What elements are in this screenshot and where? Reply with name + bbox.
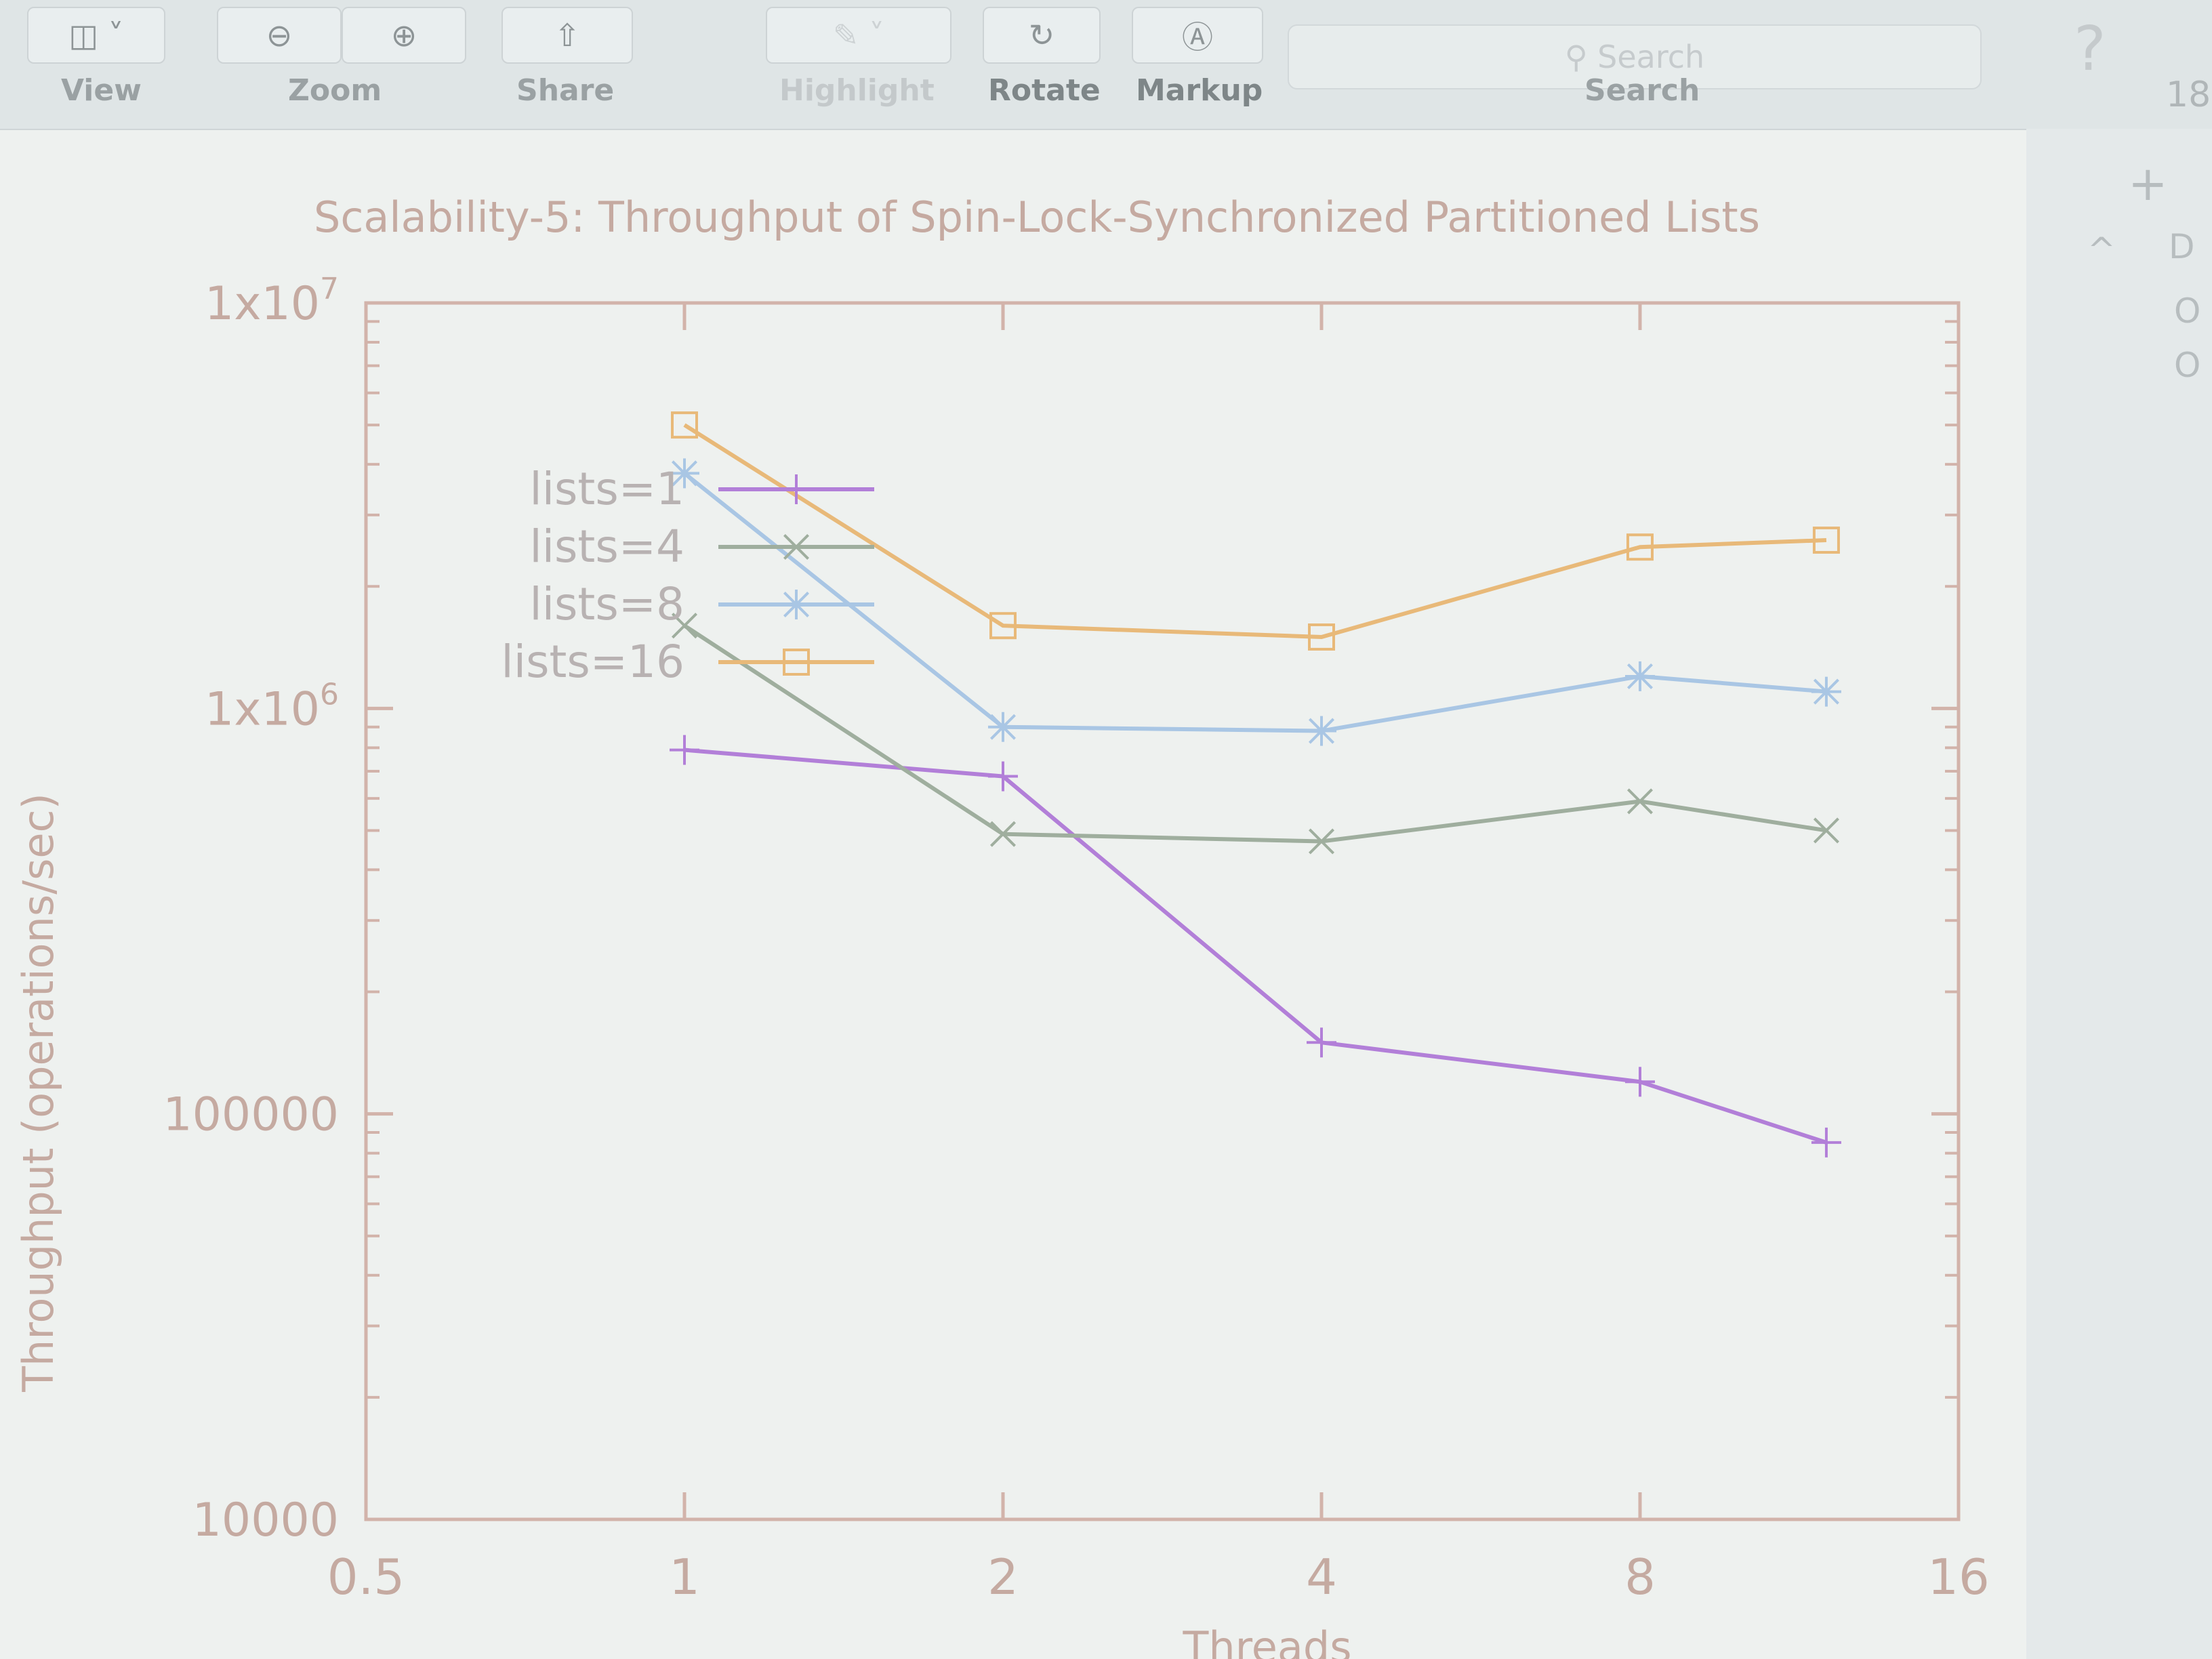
search-input[interactable]: ⚲ Search xyxy=(1288,24,1982,89)
highlight-label: Highlight xyxy=(779,73,935,108)
data-point-mark xyxy=(783,649,810,676)
share-button[interactable]: ⇧ xyxy=(501,7,633,64)
series-lists-4 xyxy=(671,613,1839,855)
legend-label: lists=1 xyxy=(529,463,684,515)
rotate-label: Rotate xyxy=(988,73,1101,108)
series-lists-8 xyxy=(670,458,1841,746)
x-tick-label: 2 xyxy=(987,1549,1019,1605)
highlighter-icon: ✎ ˅ xyxy=(832,17,885,54)
x-tick-label: 8 xyxy=(1624,1549,1656,1605)
x-tick-label: 16 xyxy=(1927,1549,1990,1605)
y-tick-label: 10000 xyxy=(192,1494,339,1547)
page-indicator: 18 xyxy=(2166,75,2211,115)
sidebar-letter-d: D xyxy=(2169,227,2195,266)
chart-title: Scalability-5: Throughput of Spin-Lock-S… xyxy=(314,192,1760,242)
series-line xyxy=(683,472,1827,733)
y-tick-label: 100000 xyxy=(163,1088,339,1142)
data-point-mark xyxy=(1813,817,1839,844)
zoom-label: Zoom xyxy=(288,73,382,108)
zoom-out-button[interactable]: ⊖ xyxy=(217,7,342,64)
data-point-mark xyxy=(671,460,698,487)
legend-label: lists=16 xyxy=(501,636,684,688)
markup-button[interactable]: Ⓐ xyxy=(1132,7,1263,64)
right-sidebar: + ^ D O O xyxy=(2026,129,2212,1659)
data-point-mark xyxy=(1626,788,1654,815)
series-line xyxy=(684,747,1827,1145)
data-point-mark xyxy=(1626,663,1654,689)
zoom-in-icon: ⊕ xyxy=(390,17,417,54)
view-button[interactable]: ◫ ˅ xyxy=(27,7,165,64)
axes: 10000 100000 1x106 1x107 0.5 1 2 4 8 16 xyxy=(163,272,1989,1605)
y-tick-label: 1x106 xyxy=(205,677,339,736)
data-point-mark xyxy=(671,613,698,639)
legend-label: lists=8 xyxy=(529,578,684,630)
add-icon[interactable]: + xyxy=(2128,156,2168,211)
data-point-mark xyxy=(989,714,1017,740)
data-point-mark xyxy=(1626,533,1654,561)
chevron-up-icon[interactable]: ^ xyxy=(2087,230,2116,270)
help-icon[interactable]: ? xyxy=(2074,14,2106,85)
sidebar-letter-o1: O xyxy=(2174,291,2201,331)
series-lines xyxy=(670,411,1841,1158)
markup-label: Markup xyxy=(1136,73,1263,108)
share-icon: ⇧ xyxy=(554,17,581,54)
data-point-mark xyxy=(989,612,1017,640)
data-point-mark xyxy=(783,533,810,560)
search-placeholder: Search xyxy=(1597,39,1705,75)
legend-label: lists=4 xyxy=(529,520,684,573)
x-tick-label: 4 xyxy=(1306,1549,1337,1605)
zoom-in-button[interactable]: ⊕ xyxy=(342,7,466,64)
sidebar-letter-o2: O xyxy=(2174,346,2201,385)
search-label: Search xyxy=(1584,73,1700,108)
x-tick-label: 1 xyxy=(669,1549,700,1605)
plot-frame xyxy=(364,301,1961,1521)
rotate-button[interactable]: ↻ xyxy=(983,7,1101,64)
data-point-mark xyxy=(989,821,1017,847)
y-axis-label: Throughput (operations/sec) xyxy=(14,793,63,1393)
data-point-mark xyxy=(1308,828,1335,855)
series-lists-1 xyxy=(670,735,1841,1158)
highlight-button[interactable]: ✎ ˅ xyxy=(766,7,951,64)
y-tick-label: 1x107 xyxy=(205,272,339,331)
data-point-mark xyxy=(1812,527,1840,554)
data-point-mark xyxy=(783,591,810,618)
data-point-mark xyxy=(1308,718,1335,744)
data-point-mark xyxy=(1813,678,1839,705)
rotate-icon: ↻ xyxy=(1028,17,1055,54)
toolbar: ◫ ˅ View ⊖ ⊕ Zoom ⇧ Share ✎ ˅ Highlight … xyxy=(0,0,2212,130)
document-page: Scalability-5: Throughput of Spin-Lock-S… xyxy=(0,130,2026,1659)
series-line xyxy=(683,423,1827,639)
series-lists-16 xyxy=(671,411,1840,651)
x-tick-label: 0.5 xyxy=(327,1549,405,1605)
sidebar-toggle-icon: ◫ ˅ xyxy=(68,17,124,54)
throughput-chart: Scalability-5: Throughput of Spin-Lock-S… xyxy=(14,192,1990,1659)
markup-icon: Ⓐ xyxy=(1182,19,1213,56)
view-label: View xyxy=(61,73,142,108)
data-point-mark xyxy=(671,411,698,439)
x-axis-label: Threads xyxy=(1182,1622,1351,1659)
data-point-mark xyxy=(1308,623,1335,651)
zoom-out-icon: ⊖ xyxy=(266,17,293,54)
share-label: Share xyxy=(516,73,615,108)
series-line xyxy=(683,623,1827,844)
search-icon: ⚲ xyxy=(1564,39,1598,75)
